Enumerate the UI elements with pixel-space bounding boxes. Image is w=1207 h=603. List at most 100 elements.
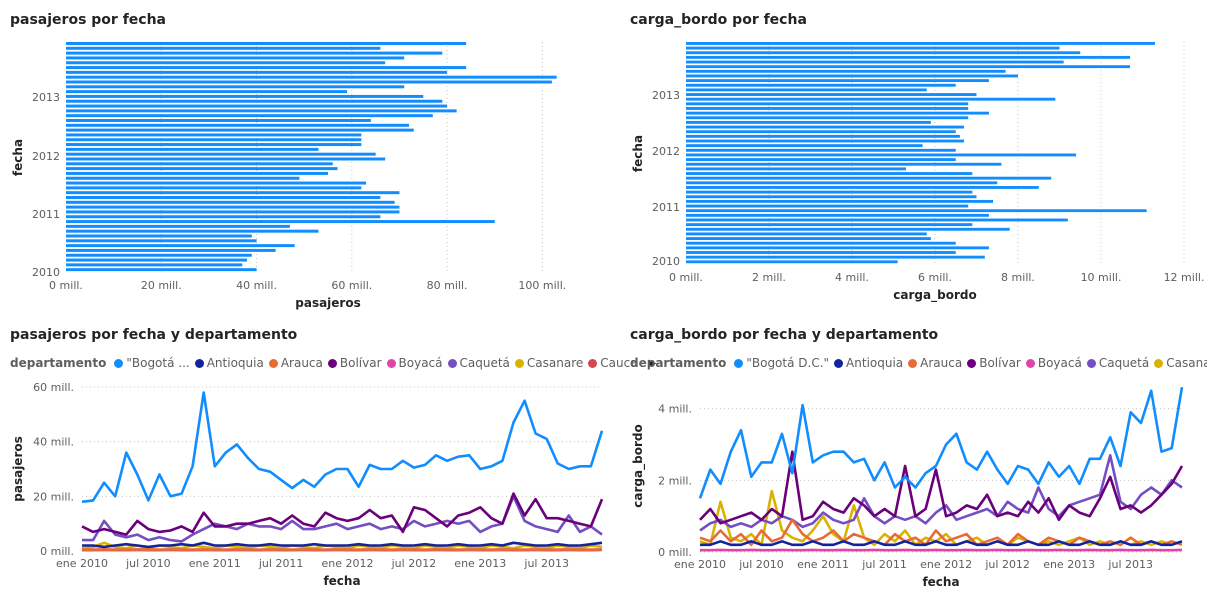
legend-swatch — [734, 358, 744, 368]
bar — [66, 56, 405, 60]
legend-swatch — [1154, 358, 1164, 368]
legend-item[interactable]: Casanare — [514, 356, 583, 370]
y-tick-label: 2012 — [32, 150, 60, 163]
y-tick-label: 60 mill. — [33, 381, 74, 394]
bar — [686, 60, 1064, 64]
x-tick-label: 20 mill. — [141, 279, 182, 292]
bar — [66, 128, 414, 132]
x-axis-title: fecha — [922, 575, 959, 589]
bar — [66, 99, 443, 103]
legend-item[interactable]: Boyacá — [1025, 356, 1082, 370]
bar — [686, 260, 898, 264]
bar — [66, 123, 409, 127]
series-line — [700, 539, 1183, 547]
legend-item[interactable]: Cauca — [588, 356, 638, 370]
legend-item[interactable]: "Bogotá ... — [114, 356, 190, 370]
y-tick-label: 2010 — [652, 255, 680, 268]
bar — [66, 147, 319, 151]
bar — [686, 42, 1155, 45]
bar — [66, 200, 395, 204]
panel-pasajeros-por-fecha: pasajeros por fecha — [10, 12, 600, 312]
bar — [686, 204, 969, 208]
bar — [686, 246, 989, 250]
x-tick-label: 40 mill. — [236, 279, 277, 292]
bar — [686, 167, 906, 171]
bar — [66, 224, 290, 228]
bar — [686, 232, 927, 236]
x-tick-label: ene 2013 — [1043, 558, 1095, 571]
x-tick-label: ene 2012 — [920, 558, 972, 571]
y-tick-label: 2012 — [652, 145, 680, 158]
legend-item[interactable]: Casanare — [1154, 356, 1207, 370]
legend-item[interactable]: Boyacá — [386, 356, 443, 370]
y-tick-label: 2011 — [32, 208, 60, 221]
legend-next-arrow-icon[interactable]: ▶ — [648, 357, 657, 369]
series-line — [699, 453, 1183, 532]
bar — [66, 186, 362, 190]
x-tick-label: 8 mill. — [1001, 271, 1035, 284]
bar — [686, 102, 969, 106]
bar — [686, 181, 998, 185]
legend: departamento "Bogotá D.C." Antioquia Arauc… — [630, 356, 1207, 370]
panel-carga-bordo-por-fecha: carga_bordo por fecha — [630, 12, 1200, 312]
legend-item[interactable]: Antioquia — [834, 356, 903, 370]
bar — [66, 181, 367, 185]
legend-label: Caquetá — [459, 356, 510, 370]
bar — [686, 199, 994, 203]
legend-label: Boyacá — [1037, 356, 1082, 370]
bar — [66, 114, 433, 118]
y-tick-label: 2013 — [32, 91, 60, 104]
legend-label: Bolívar — [339, 356, 382, 370]
bar — [66, 138, 362, 142]
legend-swatch — [327, 358, 337, 368]
legend-item[interactable]: Antioquia — [194, 356, 264, 370]
bar — [686, 130, 956, 134]
bar — [66, 61, 386, 65]
legend-item[interactable]: Caquetá — [447, 356, 510, 370]
legend-item[interactable]: "Bogotá D.C." — [734, 356, 829, 370]
legend-item[interactable]: Bolívar — [967, 356, 1021, 370]
series-line — [82, 494, 603, 543]
series-line — [699, 450, 1184, 525]
bar — [66, 229, 319, 233]
bar — [66, 210, 400, 214]
x-tick-label: jul 2013 — [523, 557, 569, 570]
series-line — [698, 386, 1184, 499]
x-tick-label: 60 mill. — [331, 279, 372, 292]
bar — [66, 196, 381, 199]
legend-swatch — [967, 358, 977, 368]
y-tick-label: 4 mill. — [658, 403, 692, 416]
series-line — [81, 391, 604, 504]
bar — [686, 65, 1131, 69]
x-axis-title: fecha — [323, 574, 360, 588]
bar — [686, 93, 977, 96]
bar — [66, 220, 495, 224]
bar — [686, 107, 969, 110]
x-tick-label: 0 mill. — [49, 279, 83, 292]
legend-title: departamento — [630, 356, 727, 370]
bar — [686, 125, 965, 129]
legend-item[interactable]: Bolívar — [327, 356, 382, 370]
chart-title: pasajeros por fecha y departamento — [10, 327, 298, 343]
x-tick-label: jul 2012 — [984, 558, 1030, 571]
x-tick-label: ene 2011 — [797, 558, 849, 571]
y-tick-label: 0 mill. — [40, 545, 74, 558]
y-axis-title: carga_bordo — [631, 424, 646, 507]
legend-swatch — [514, 358, 524, 368]
bar — [686, 51, 1081, 55]
legend-swatch — [834, 358, 844, 368]
bar — [66, 94, 424, 98]
x-tick-label: ene 2011 — [189, 557, 241, 570]
legend-item[interactable]: Arauca — [908, 356, 962, 370]
legend-item[interactable]: Caquetá — [1086, 356, 1149, 370]
bar — [686, 120, 931, 124]
bar — [686, 255, 985, 259]
bar — [66, 104, 448, 108]
legend-label: Antioquia — [206, 356, 264, 370]
bar — [66, 80, 552, 84]
x-tick-label: 80 mill. — [427, 279, 468, 292]
legend-item[interactable]: Arauca — [268, 356, 323, 370]
bar — [686, 158, 956, 162]
